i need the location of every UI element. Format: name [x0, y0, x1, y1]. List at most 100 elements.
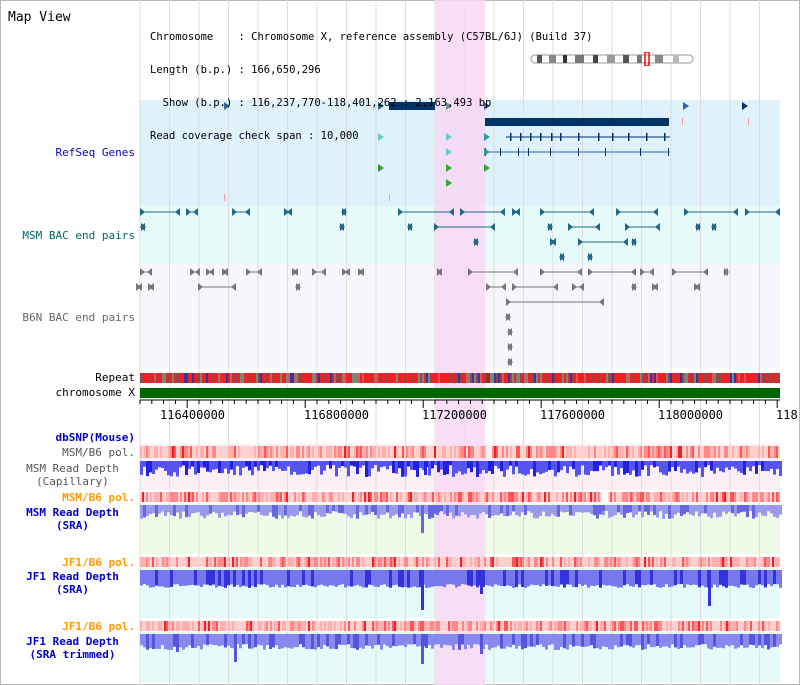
pol-seg — [332, 621, 334, 631]
pol-seg — [666, 621, 668, 631]
repeat-seg — [560, 373, 562, 383]
bac-end — [653, 208, 658, 216]
pol-seg — [414, 446, 416, 458]
repeat-seg — [520, 373, 522, 383]
pol-seg — [690, 492, 692, 502]
pol-seg — [666, 557, 668, 567]
depth-bar — [749, 634, 752, 645]
pol-seg — [568, 621, 570, 631]
repeat-seg — [562, 373, 564, 383]
depth-bar — [638, 634, 641, 646]
repeat-seg — [256, 373, 258, 383]
chromosome-bar[interactable] — [140, 388, 780, 398]
pol-seg — [440, 621, 442, 631]
pol-seg — [574, 621, 576, 631]
pol-seg — [262, 492, 264, 502]
depth-bar — [260, 505, 263, 515]
label-refseq[interactable]: RefSeq Genes — [55, 146, 135, 159]
repeat-seg — [670, 373, 672, 383]
repeat-seg — [390, 373, 392, 383]
depth-bar — [695, 505, 698, 512]
gene-block[interactable] — [389, 102, 435, 110]
repeat-seg — [592, 373, 594, 383]
repeat-seg — [304, 373, 306, 383]
depth-bar — [677, 570, 680, 585]
depth-bar — [224, 634, 227, 648]
repeat-seg — [668, 373, 670, 383]
pol-seg — [276, 446, 278, 458]
bac-end — [695, 283, 700, 291]
depth-bar — [281, 461, 284, 471]
pol-seg — [756, 621, 758, 631]
pol-seg — [238, 557, 240, 567]
pol-seg — [246, 621, 248, 631]
depth-bar — [242, 570, 245, 586]
repeat-seg — [158, 373, 160, 383]
pol-seg — [228, 492, 230, 502]
pol-seg — [612, 557, 614, 567]
repeat-seg — [428, 373, 430, 383]
repeat-bar[interactable] — [140, 373, 780, 383]
depth-bar — [263, 505, 266, 516]
depth-bar — [608, 570, 611, 586]
depth-bar — [185, 461, 188, 475]
pol-seg — [512, 492, 514, 502]
pol-seg — [378, 492, 380, 502]
pol-seg — [422, 621, 424, 631]
exon-tick — [664, 133, 666, 141]
chromosome-ideogram[interactable] — [527, 52, 697, 66]
pol-seg — [696, 621, 698, 631]
depth-bar — [149, 634, 152, 649]
pol-seg — [558, 557, 560, 567]
gene-arrow — [446, 102, 452, 110]
repeat-seg — [438, 373, 440, 383]
depth-bar — [356, 505, 359, 519]
gene-block[interactable] — [485, 118, 669, 126]
pol-seg — [630, 557, 632, 567]
pol-seg — [526, 492, 528, 502]
label-msm-bac[interactable]: MSM BAC end pairs — [22, 229, 135, 242]
pol-seg — [534, 557, 536, 567]
pol-seg — [520, 446, 522, 458]
pol-seg — [464, 492, 466, 502]
repeat-seg — [340, 373, 342, 383]
depth-bar — [353, 634, 356, 649]
depth-bar — [254, 505, 257, 513]
depth-bar — [470, 461, 473, 473]
pol-seg — [422, 492, 424, 502]
depth-bar — [572, 461, 575, 470]
pol-seg — [616, 492, 618, 502]
depth-bar — [563, 570, 566, 588]
pol-seg — [626, 621, 628, 631]
bac-end — [434, 223, 439, 231]
pol-seg — [214, 557, 216, 567]
pol-seg — [660, 446, 662, 458]
info-show: Show (b.p.) : 116,237,770-118,401,262 : … — [150, 97, 492, 109]
pol-seg — [414, 492, 416, 502]
pol-seg — [566, 621, 568, 631]
depth-bar — [491, 570, 494, 587]
pol-seg — [384, 446, 386, 458]
pol-seg — [542, 621, 544, 631]
label-dbsnp[interactable]: dbSNP(Mouse) — [55, 431, 135, 444]
bac-end — [723, 268, 728, 276]
depth-bar — [149, 505, 152, 515]
pol-seg — [462, 446, 464, 458]
depth-bar — [602, 570, 605, 585]
exon-tick — [551, 133, 553, 141]
pol-seg — [766, 621, 768, 631]
pol-seg — [350, 446, 352, 458]
depth-bar — [338, 461, 341, 468]
repeat-seg — [664, 373, 666, 383]
depth-bar — [329, 461, 332, 469]
pol-seg — [336, 621, 338, 631]
label-b6n-bac[interactable]: B6N BAC end pairs — [22, 311, 135, 324]
depth-bar — [617, 634, 620, 648]
depth-bar — [773, 570, 776, 585]
pol-seg — [302, 446, 304, 458]
repeat-seg — [498, 373, 500, 383]
bac-end — [490, 223, 495, 231]
repeat-seg — [448, 373, 450, 383]
depth-bar — [299, 634, 302, 645]
